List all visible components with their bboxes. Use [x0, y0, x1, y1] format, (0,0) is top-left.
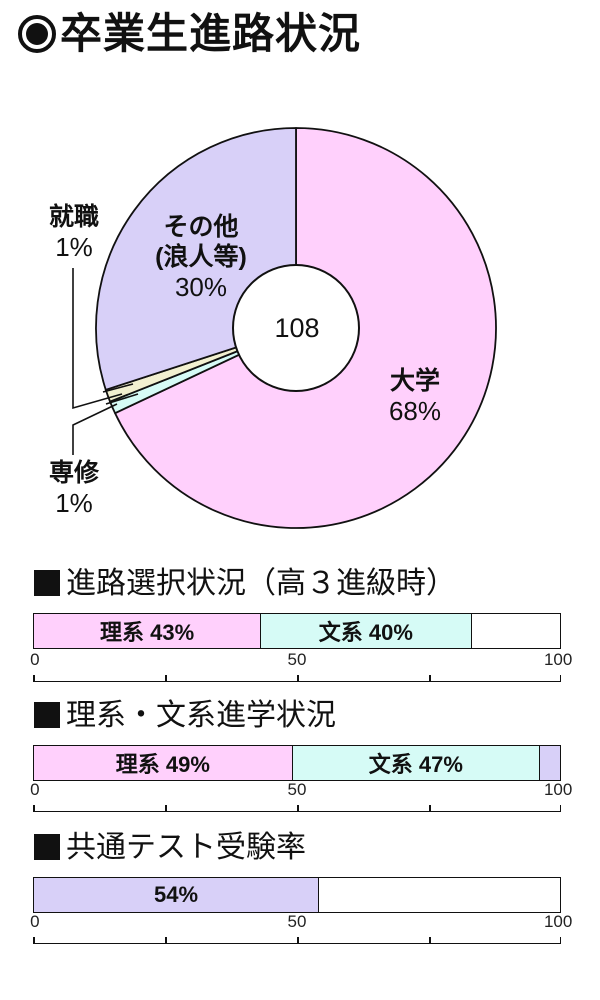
pie-label-employment-name: 就職	[48, 203, 99, 231]
bar-segment: 理系 43%	[34, 614, 261, 648]
bar-segment: 文系 47%	[291, 746, 539, 780]
axis-tick-label: 100	[543, 650, 573, 669]
leader-line-vocational-tip	[105, 393, 139, 405]
pie-label-employment-pct: 1%	[55, 232, 93, 262]
pie-label-vocational: 専修 1%	[34, 458, 114, 518]
bar-axis: 0 50 100	[30, 650, 572, 682]
stacked-bar: 理系 43% 文系 40%	[33, 613, 561, 649]
axis-tick	[429, 805, 431, 812]
axis-tick	[33, 937, 35, 944]
axis-tick-label: 0	[30, 912, 40, 931]
axis-tick	[559, 805, 561, 812]
axis-tick	[429, 675, 431, 682]
black-square-icon	[34, 702, 60, 728]
pie-label-other: その他 (浪人等) 30%	[126, 212, 276, 302]
pie-label-other-pct: 30%	[174, 272, 228, 302]
axis-tick	[559, 937, 561, 944]
axis-tick-label: 100	[543, 912, 573, 931]
pie-label-university-name: 大学	[389, 367, 440, 395]
double-circle-bullet-icon	[18, 15, 56, 53]
axis-tick	[559, 675, 561, 682]
leader-line-employment-tip	[102, 383, 134, 393]
bar-segment: 54%	[34, 878, 319, 912]
axis-tick	[297, 675, 299, 682]
donut-chart	[72, 127, 497, 529]
axis-tick	[429, 937, 431, 944]
page-title: 卒業生進路状況	[18, 6, 361, 62]
axis-tick	[297, 805, 299, 812]
black-square-icon	[34, 834, 60, 860]
section-title: 理系・文系進学状況	[34, 698, 336, 734]
axis-tick	[165, 805, 167, 812]
pie-label-vocational-name: 専修	[48, 459, 99, 487]
axis-tick-label: 100	[543, 780, 573, 799]
axis-tick	[297, 937, 299, 944]
axis-tick	[165, 675, 167, 682]
pie-center-total: 108	[274, 313, 320, 343]
pie-label-vocational-pct: 1%	[55, 488, 93, 518]
axis-tick-label: 50	[287, 780, 307, 799]
bar-axis: 0 50 100	[30, 912, 572, 944]
pie-label-other-note: (浪人等)	[155, 243, 247, 271]
stacked-bar: 理系 49% 文系 47%	[33, 745, 561, 781]
section-title: 共通テスト受験率	[34, 830, 306, 866]
pie-label-university-pct: 68%	[388, 396, 442, 426]
bar-segment	[538, 746, 560, 780]
leader-line-employment	[72, 268, 123, 410]
section-title: 進路選択状況（高３進級時）	[34, 566, 456, 602]
pie-label-university: 大学 68%	[370, 366, 460, 426]
bar-segment: 理系 49%	[34, 746, 292, 780]
bar-segment: 文系 40%	[260, 614, 471, 648]
axis-tick-label: 0	[30, 780, 40, 799]
pie-label-employment: 就職 1%	[34, 202, 114, 262]
stacked-bar: 54%	[33, 877, 561, 913]
bar-segment	[318, 878, 560, 912]
axis-tick-label: 50	[287, 650, 307, 669]
black-square-icon	[34, 570, 60, 596]
page-title-text: 卒業生進路状況	[60, 9, 362, 58]
pie-label-other-name: その他	[163, 213, 239, 241]
donut-center-hole	[232, 264, 360, 392]
axis-tick-label: 50	[287, 912, 307, 931]
axis-tick-label: 0	[30, 650, 40, 669]
leader-line-vocational	[72, 403, 118, 455]
axis-tick	[165, 937, 167, 944]
bar-axis: 0 50 100	[30, 780, 572, 812]
axis-tick	[33, 805, 35, 812]
bar-segment	[470, 614, 560, 648]
axis-tick	[33, 675, 35, 682]
